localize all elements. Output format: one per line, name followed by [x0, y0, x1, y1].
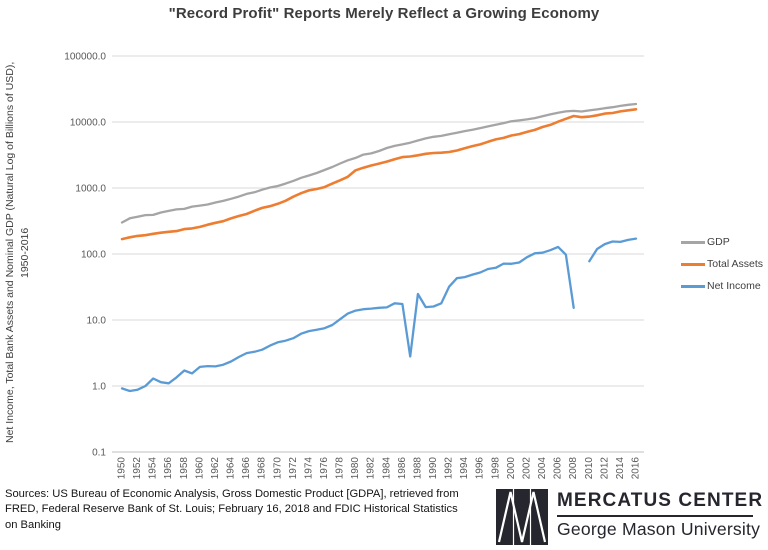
mercatus-logo-mark-icon — [496, 489, 548, 545]
series-line — [120, 237, 638, 393]
x-tick-label: 2014 — [615, 457, 626, 480]
gridlines — [112, 55, 644, 453]
mercatus-logo: MERCATUS CENTER George Mason University — [496, 489, 764, 545]
x-tick-label: 2000 — [506, 457, 517, 480]
x-tick-label: 1978 — [335, 457, 346, 480]
x-tick-label: 1964 — [226, 457, 237, 480]
series-line — [120, 108, 638, 241]
x-tick-label: 2012 — [599, 457, 610, 480]
y-tick-label: 1.0 — [92, 382, 106, 393]
x-tick-label: 1968 — [257, 457, 268, 480]
y-tick-label: 100000.0 — [64, 52, 106, 63]
legend-line-swatch — [681, 240, 705, 244]
x-tick-label: 1970 — [272, 457, 283, 480]
x-tick-label: 1954 — [148, 457, 159, 480]
logo-text-block: MERCATUS CENTER George Mason University — [557, 489, 764, 545]
x-tick-label: 1988 — [412, 457, 423, 480]
y-tick-label: 100.0 — [81, 250, 106, 261]
series-total-assets — [120, 108, 638, 241]
x-axis-tick-labels: 1950 1952 1954 1956 1958 1960 1962 1964 1966 1968… — [117, 457, 642, 480]
legend-item-total-assets: Total Assets — [681, 258, 763, 270]
x-tick-label: 1984 — [381, 457, 392, 480]
x-tick-label: 1960 — [194, 457, 205, 480]
x-tick-label: 1996 — [475, 457, 486, 480]
legend-label: GDP — [707, 236, 730, 248]
x-tick-label: 2004 — [537, 457, 548, 480]
y-tick-label: 1000.0 — [75, 184, 106, 195]
x-tick-label: 2016 — [631, 457, 642, 480]
legend-line-swatch — [681, 262, 705, 266]
y-tick-label: 10.0 — [87, 316, 107, 327]
x-tick-label: 1952 — [132, 457, 143, 480]
legend-line-swatch — [681, 284, 705, 288]
y-axis-tick-labels: 100000.0 10000.0 1000.0 100.0 10.0 1.0 0.1 — [64, 52, 106, 459]
x-tick-label: 2006 — [553, 457, 564, 480]
x-tick-label: 1998 — [490, 457, 501, 480]
sources-note: Sources: US Bureau of Economic Analysis,… — [5, 488, 459, 531]
x-tick-label: 1966 — [241, 457, 252, 480]
series-net-income — [120, 237, 638, 393]
legend-label: Total Assets — [707, 258, 764, 270]
x-tick-label: 2002 — [521, 457, 532, 480]
chart-title: "Record Profit" Reports Merely Reflect a… — [168, 5, 600, 22]
x-tick-label: 2008 — [568, 457, 579, 480]
x-tick-label: 1950 — [117, 457, 128, 480]
x-tick-label: 1994 — [459, 457, 470, 480]
logo-divider — [557, 515, 753, 517]
x-tick-label: 1962 — [210, 457, 221, 480]
legend-item-net-income: Net Income — [681, 280, 763, 292]
x-tick-label: 1956 — [163, 457, 174, 480]
y-tick-label: 10000.0 — [70, 118, 107, 129]
x-tick-label: 1992 — [444, 457, 455, 480]
series-line — [120, 102, 638, 224]
legend-item-gdp: GDP — [681, 236, 763, 248]
x-tick-label: 1976 — [319, 457, 330, 480]
x-tick-label: 2010 — [584, 457, 595, 480]
legend-label: Net Income — [707, 280, 761, 292]
x-tick-label: 1990 — [428, 457, 439, 480]
y-tick-label: 0.1 — [92, 448, 106, 459]
logo-org-name: MERCATUS CENTER — [557, 490, 764, 511]
x-tick-label: 1982 — [366, 457, 377, 480]
chart-legend: GDP Total Assets Net Income — [681, 236, 763, 302]
x-tick-label: 1986 — [397, 457, 408, 480]
series-gdp — [120, 102, 638, 224]
x-tick-label: 1972 — [288, 457, 299, 480]
logo-university-name: George Mason University — [557, 519, 761, 539]
x-tick-label: 1958 — [179, 457, 190, 480]
x-tick-label: 1974 — [303, 457, 314, 480]
x-tick-label: 1980 — [350, 457, 361, 480]
